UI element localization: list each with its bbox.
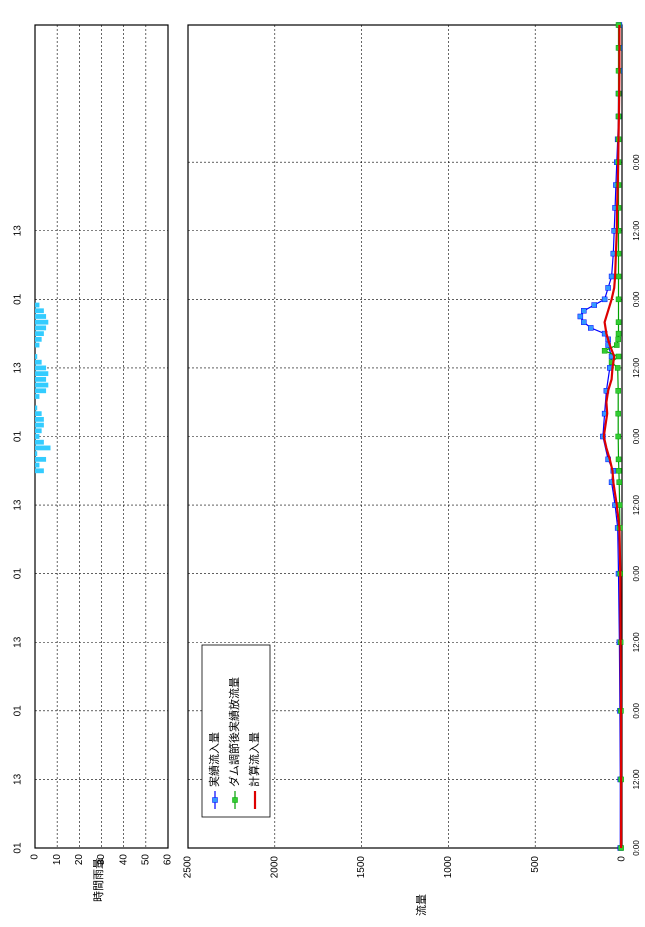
legend-label-0: 実績流入量 <box>207 732 221 787</box>
rain-bar <box>35 451 38 457</box>
flow-series-marker-1 <box>615 410 621 417</box>
rain-time-tick-label: 13 <box>13 362 24 374</box>
legend-swatch-marker-0 <box>212 797 218 803</box>
flow-time-tick-label: 12:00 <box>632 220 641 241</box>
flow-series-line-2 <box>602 25 623 848</box>
rain-time-tick-label: 13 <box>13 225 24 237</box>
flow-series-marker-1 <box>616 468 622 474</box>
rain-bar <box>35 314 47 319</box>
rain-time-tick-label: 01 <box>13 568 24 580</box>
rain-bar <box>35 462 40 468</box>
rain-y-tick-label: 40 <box>118 854 129 866</box>
flow-series-marker-1 <box>615 388 621 394</box>
flow-series-marker-0 <box>581 319 587 325</box>
rain-y-tick-label: 10 <box>52 854 63 866</box>
rain-bar <box>35 456 47 462</box>
rain-bar <box>35 388 47 394</box>
rain-bar <box>35 439 44 445</box>
rain-bar <box>35 331 44 337</box>
chart-layer: 0 10 20 30 40 50 60 01 13 01 13 01 13 01 13 01 13 時間雨量 250… <box>13 22 641 916</box>
flow-y-tick-label: 1000 <box>443 856 454 879</box>
flow-series-marker-1 <box>615 330 622 337</box>
rain-bar <box>35 365 47 371</box>
flow-y-axis-label: 流量 <box>414 894 428 916</box>
rain-bar <box>35 428 42 434</box>
rain-time-tick-label: 13 <box>13 773 24 785</box>
flow-series-marker-0 <box>588 325 594 331</box>
rain-bar <box>35 394 40 399</box>
rain-bar <box>35 468 44 474</box>
rain-time-tick-label: 01 <box>13 705 24 717</box>
rain-bar <box>35 411 42 417</box>
flow-series-marker-0 <box>605 285 611 291</box>
rain-time-tick-label: 01 <box>13 431 24 443</box>
rain-bar <box>35 308 44 314</box>
flow-time-tick-label: 0:00 <box>632 840 641 856</box>
flow-time-tick-label: 12:00 <box>632 632 641 653</box>
rain-y-tick-label: 0 <box>30 854 41 860</box>
rain-bar <box>35 416 44 422</box>
rain-bar <box>35 302 40 308</box>
legend-swatch-marker-1 <box>232 797 238 803</box>
rain-bar <box>35 342 40 348</box>
rain-bar <box>35 336 42 342</box>
rain-bar <box>35 319 49 325</box>
rain-bar <box>35 325 47 331</box>
flow-time-tick-label: 0:00 <box>632 565 641 581</box>
rain-bar <box>35 434 40 439</box>
flow-series-marker-1 <box>615 296 622 303</box>
legend-box <box>201 644 271 818</box>
flow-series-marker-0 <box>601 296 608 303</box>
flow-series-marker-1 <box>615 336 621 343</box>
rain-time-tick-label: 01 <box>13 293 24 305</box>
flow-series-marker-1 <box>615 456 622 463</box>
rain-bar <box>35 371 49 377</box>
rain-time-tick-label: 13 <box>13 636 24 648</box>
flow-series-marker-0 <box>591 302 597 308</box>
flow-y-tick-label: 0 <box>617 856 628 862</box>
rain-y-tick-label: 30 <box>96 854 107 866</box>
rain-bar <box>35 354 38 359</box>
rain-bar <box>35 382 49 388</box>
rain-y-tick-label: 50 <box>140 854 151 866</box>
rain-time-tick-label: 01 <box>13 842 24 854</box>
flow-time-tick-label: 12:00 <box>632 769 641 790</box>
flow-series-marker-1 <box>615 353 622 360</box>
rain-bar <box>35 445 51 451</box>
flow-time-tick-label: 0:00 <box>632 154 641 170</box>
flow-series-marker-0 <box>581 308 587 314</box>
flow-y-tick-label: 500 <box>530 856 541 873</box>
flow-series-marker-1 <box>615 273 622 280</box>
flow-series-marker-1 <box>615 319 622 325</box>
rain-time-tick-label: 13 <box>13 499 24 511</box>
flow-series-marker-0 <box>608 273 615 280</box>
legend: 実績流入量 ダム調節後実績放流量 計算流入量 <box>201 644 271 818</box>
flow-series-marker-0 <box>577 313 584 320</box>
rain-y-tick-label: 60 <box>163 854 174 866</box>
rain-bar <box>35 405 38 411</box>
flow-y-tick-label: 2500 <box>183 856 194 879</box>
flow-time-tick-label: 12:00 <box>632 357 641 378</box>
flow-time-tick-label: 0:00 <box>632 703 641 719</box>
flow-series-marker-1 <box>615 433 621 440</box>
flow-series-marker-1 <box>616 479 622 485</box>
flow-time-tick-label: 0:00 <box>632 291 641 307</box>
rain-bar <box>35 422 44 428</box>
rain-bar <box>35 359 42 365</box>
flow-y-tick-label: 2000 <box>269 856 280 879</box>
flow-series-marker-1 <box>601 348 608 354</box>
legend-label-1: ダム調節後実績放流量 <box>227 677 241 787</box>
flow-time-tick-label: 0:00 <box>632 428 641 444</box>
rain-bar <box>35 376 47 382</box>
rain-y-axis-label: 時間雨量 <box>92 858 105 902</box>
flow-y-tick-label: 1500 <box>356 856 367 879</box>
flow-series-marker-1 <box>614 365 621 371</box>
legend-label-2: 計算流入量 <box>247 732 261 787</box>
flow-series-marker-1 <box>614 342 620 348</box>
flow-time-tick-label: 12:00 <box>632 495 641 516</box>
rain-y-tick-label: 20 <box>74 854 85 866</box>
